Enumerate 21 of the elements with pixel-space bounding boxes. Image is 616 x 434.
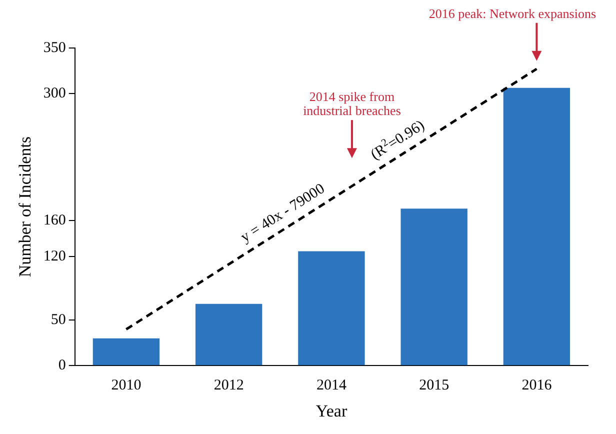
bar [503,88,570,366]
annotation: (R2=0.96) [368,118,428,164]
y-tick-label: 50 [50,312,66,328]
bar [92,338,160,366]
y-tick-label: 300 [43,85,66,102]
y-tick-label: 350 [43,40,66,56]
x-tick-label: 2012 [214,378,244,394]
y-tick-label: 160 [43,212,66,228]
text: 2016 peak: Network expansions [428,6,596,21]
x-axis-title: Year [316,401,348,420]
bar [298,251,365,366]
x-tick-label: 2014 [316,378,347,394]
x-tick-label: 2010 [111,378,142,394]
y-axis-title: Number of Incidents [16,136,35,278]
y-tick-label: 0 [58,358,66,374]
y-tick-label: 120 [43,248,66,265]
bar [400,208,468,366]
bar [195,304,262,366]
x-tick-label: 2016 [522,378,552,394]
annotation: 2014 spike from industrial breaches [303,89,401,118]
x-tick-label: 2015 [419,378,450,394]
